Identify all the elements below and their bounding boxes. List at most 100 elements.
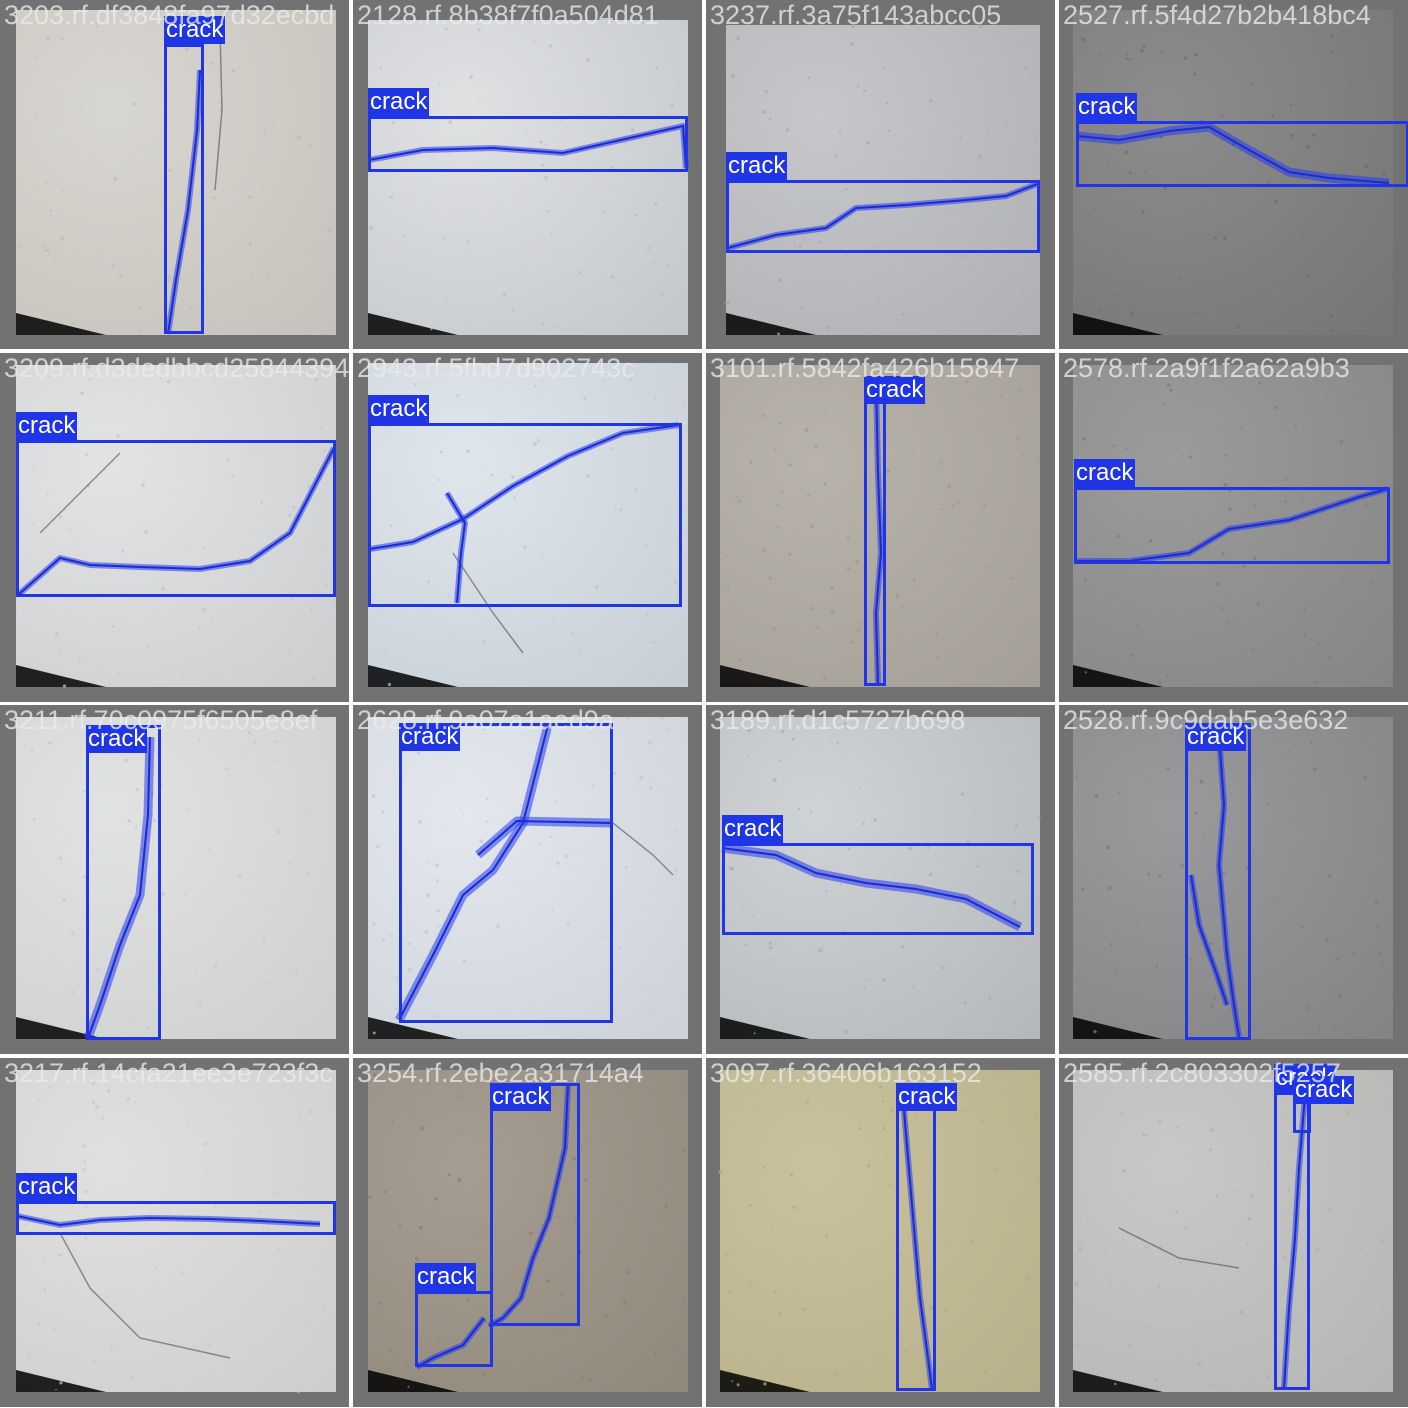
surface-speck xyxy=(913,451,915,454)
surface-speck xyxy=(935,833,937,835)
surface-speck xyxy=(43,1288,47,1292)
surface-speck xyxy=(1220,115,1223,118)
surface-speck xyxy=(243,1112,245,1114)
surface-speck xyxy=(936,656,940,660)
concrete-photo xyxy=(720,717,1040,1039)
surface-speck xyxy=(1109,942,1113,946)
rotation-padding xyxy=(720,1370,810,1392)
surface-speck xyxy=(36,185,39,188)
surface-speck xyxy=(305,1319,309,1323)
surface-speck xyxy=(855,560,860,564)
detection-label: crack xyxy=(722,815,784,843)
surface-speck xyxy=(822,675,827,680)
sample-tile: 2527.rf.5f4d27b2b418bc4 crack xyxy=(1059,0,1408,349)
surface-speck xyxy=(307,470,309,473)
surface-speck xyxy=(587,1136,590,1138)
surface-speck xyxy=(1359,1247,1362,1250)
surface-speck xyxy=(649,786,653,791)
surface-speck xyxy=(560,1331,563,1334)
surface-speck xyxy=(1118,190,1120,193)
surface-speck xyxy=(55,1316,58,1318)
surface-speck xyxy=(379,1301,383,1306)
surface-speck xyxy=(1107,886,1112,891)
surface-speck xyxy=(1141,1133,1145,1136)
surface-speck xyxy=(1166,767,1170,770)
surface-speck xyxy=(438,1336,441,1339)
surface-speck xyxy=(540,321,545,326)
surface-speck xyxy=(1184,1226,1188,1230)
surface-speck xyxy=(1145,1324,1148,1327)
surface-speck xyxy=(1327,1208,1332,1212)
surface-speck xyxy=(570,850,572,852)
surface-speck xyxy=(447,1173,451,1177)
surface-speck xyxy=(467,1298,471,1302)
surface-speck xyxy=(683,1299,687,1303)
surface-speck xyxy=(944,723,948,726)
surface-speck xyxy=(1210,1128,1215,1133)
surface-speck xyxy=(97,1327,99,1330)
surface-speck xyxy=(727,1368,731,1372)
surface-speck xyxy=(312,676,316,681)
crack-line xyxy=(901,1085,933,1391)
surface-speck xyxy=(519,886,522,889)
surface-speck xyxy=(993,1167,997,1171)
surface-speck xyxy=(247,730,252,735)
surface-speck xyxy=(320,549,324,552)
surface-speck xyxy=(445,825,447,827)
surface-speck xyxy=(564,854,569,858)
surface-speck xyxy=(59,1381,63,1385)
surface-speck xyxy=(1332,990,1336,994)
surface-speck xyxy=(1084,919,1087,921)
surface-speck xyxy=(554,323,557,326)
surface-speck xyxy=(780,490,784,493)
surface-speck xyxy=(579,648,582,652)
surface-speck xyxy=(595,585,599,589)
crack-overlay xyxy=(1074,1076,1392,1390)
surface-speck xyxy=(239,15,242,17)
surface-speck xyxy=(110,1345,114,1349)
surface-speck xyxy=(70,990,75,994)
surface-speck xyxy=(379,66,383,69)
surface-speck xyxy=(641,21,645,25)
surface-speck xyxy=(1136,999,1139,1002)
surface-speck xyxy=(1213,995,1217,1000)
surface-speck xyxy=(1199,779,1204,784)
surface-speck xyxy=(779,421,782,425)
surface-speck xyxy=(167,1213,170,1215)
surface-speck xyxy=(666,263,670,267)
surface-speck xyxy=(1021,291,1025,294)
surface-speck xyxy=(143,149,146,152)
surface-speck xyxy=(829,586,834,591)
surface-speck xyxy=(260,849,263,852)
surface-speck xyxy=(231,68,236,73)
surface-speck xyxy=(1163,186,1167,190)
surface-speck xyxy=(394,230,396,233)
surface-speck xyxy=(278,1247,281,1250)
detection-label: crack xyxy=(415,1263,477,1291)
surface-speck xyxy=(425,1381,428,1383)
surface-speck xyxy=(430,327,433,331)
surface-speck xyxy=(1240,426,1243,429)
surface-speck xyxy=(963,255,967,258)
surface-speck xyxy=(1133,1324,1135,1326)
rotation-padding xyxy=(16,313,106,335)
surface-speck xyxy=(472,614,475,616)
surface-speck xyxy=(742,1182,745,1185)
surface-speck xyxy=(647,1011,650,1015)
surface-speck xyxy=(845,187,848,191)
surface-speck xyxy=(1144,1133,1148,1137)
surface-speck xyxy=(85,453,88,456)
surface-speck xyxy=(55,1388,57,1391)
surface-speck xyxy=(682,1148,687,1153)
surface-speck xyxy=(516,557,519,560)
surface-speck xyxy=(1010,576,1015,581)
surface-speck xyxy=(648,740,652,745)
surface-speck xyxy=(1017,387,1021,392)
crack-overlay xyxy=(1075,722,1394,1039)
surface-speck xyxy=(835,154,838,158)
surface-speck xyxy=(635,214,639,218)
surface-speck xyxy=(662,496,664,498)
rotation-padding xyxy=(1073,313,1163,335)
surface-speck xyxy=(83,1160,87,1163)
surface-speck xyxy=(855,112,858,115)
